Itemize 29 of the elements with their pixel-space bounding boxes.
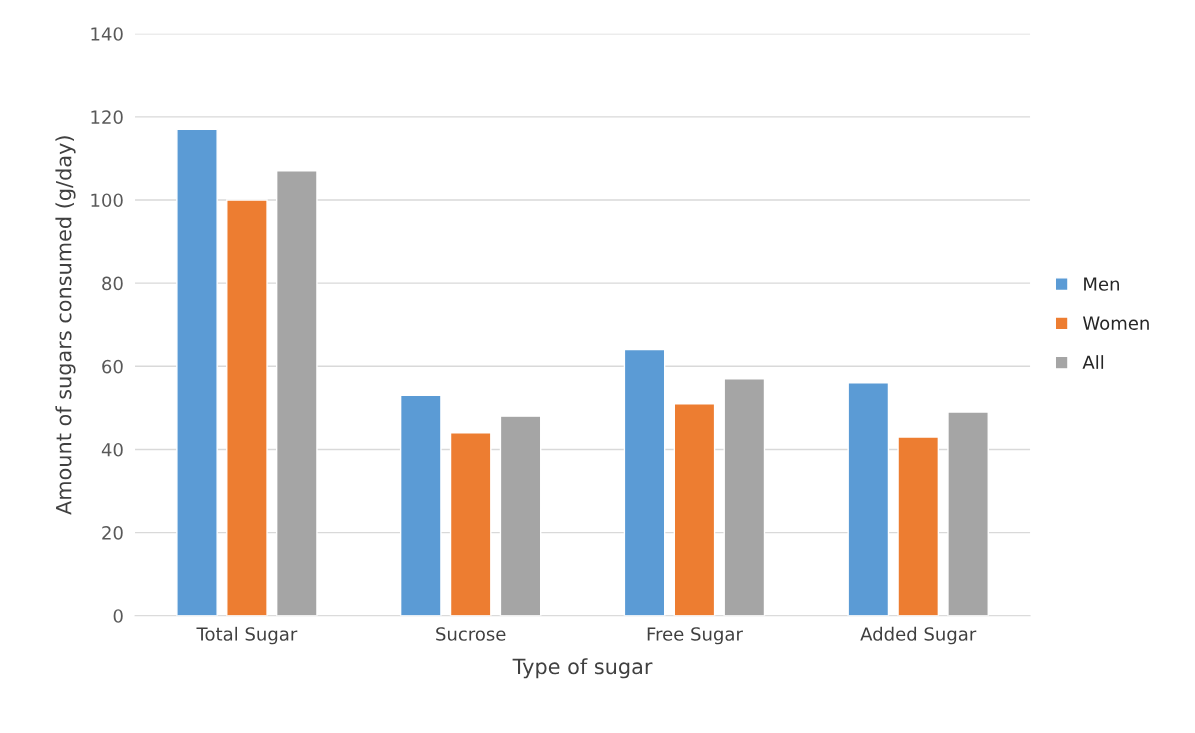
bar [499, 415, 542, 616]
y-tick-label: 140 [91, 27, 123, 41]
y-tick-label: 0 [113, 609, 123, 623]
y-tick-label: 100 [91, 193, 123, 208]
legend-label: Men [1084, 277, 1119, 291]
y-tick-label: 120 [91, 110, 123, 124]
bar [723, 378, 766, 616]
bar [399, 394, 442, 616]
legend-label: Women [1082, 316, 1149, 330]
legend-label: All [1082, 355, 1104, 369]
x-tick-label: Free Sugar [647, 627, 743, 645]
bar [275, 170, 318, 616]
bar [623, 348, 666, 616]
bar [947, 411, 989, 616]
bar [847, 382, 890, 616]
y-axis-title: Amount of sugars consumed (g/day) [55, 136, 76, 515]
bar [897, 436, 940, 616]
y-tick-label: 20 [102, 526, 123, 540]
x-axis-title: Type of sugar [512, 658, 653, 679]
x-tick-label: Added Sugar [860, 626, 977, 645]
bar [673, 403, 716, 616]
y-tick-label: 80 [102, 276, 123, 291]
bar [176, 128, 218, 616]
bar [226, 199, 268, 616]
x-tick-label: Total Sugar [196, 626, 298, 645]
y-tick-label: 40 [101, 442, 123, 457]
bar [449, 432, 492, 616]
y-tick-label: 60 [102, 359, 123, 374]
x-tick-label: Sucrose [436, 627, 506, 641]
